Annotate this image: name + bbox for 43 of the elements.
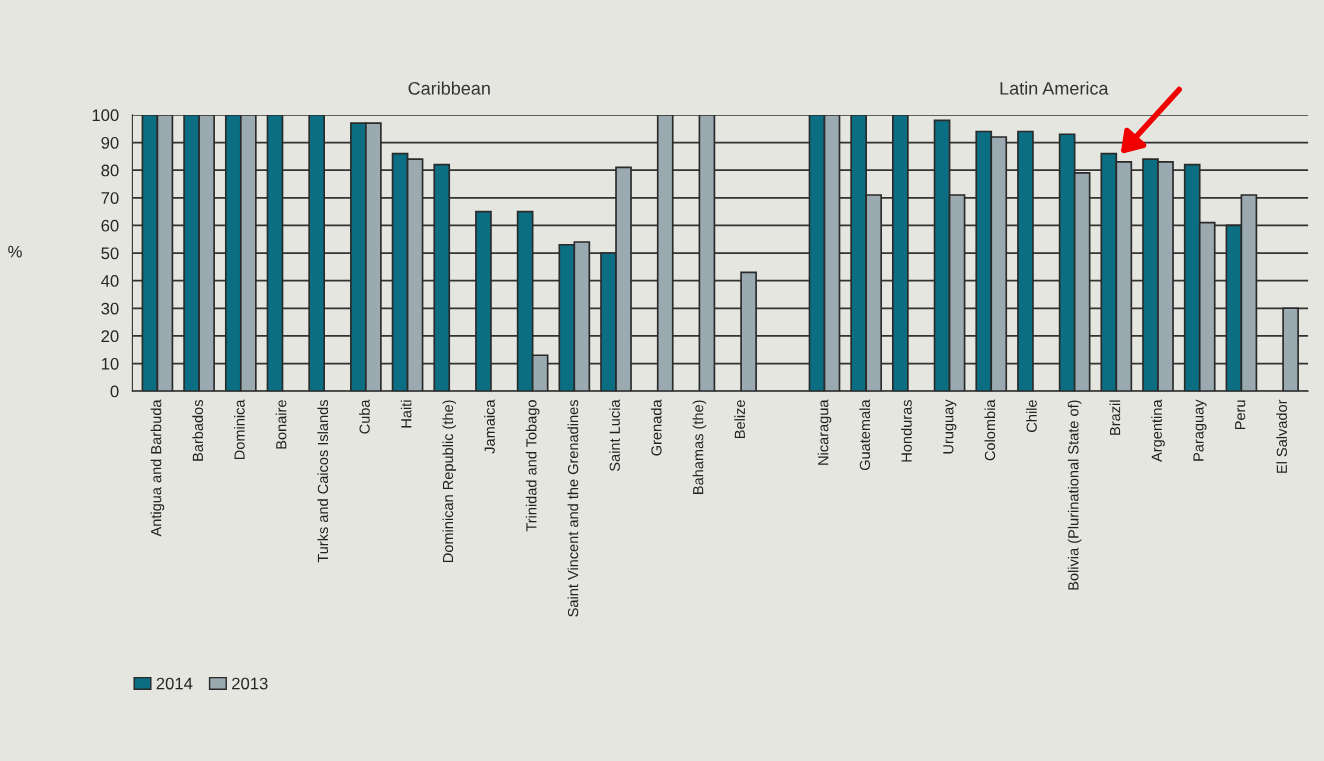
y-tick-label: 50	[101, 247, 119, 260]
y-tick-label: 80	[101, 164, 119, 177]
x-tick-label: Chile	[1026, 400, 1037, 432]
legend-label: 2014	[156, 677, 193, 690]
y-axis-title: %	[8, 245, 22, 258]
x-tick-label: Bonaire	[275, 400, 287, 449]
x-tick-label: Paraguay	[1193, 399, 1207, 461]
x-tick-label: Colombia	[984, 399, 996, 461]
x-tick-label: Uruguay	[943, 399, 957, 454]
x-tick-label: Dominica	[234, 399, 245, 460]
x-tick-label: Dominican Republic (the)	[442, 400, 457, 563]
x-tick-label: Antigua and Barbuda	[150, 399, 165, 537]
y-tick-label: 90	[101, 136, 119, 149]
y-tick-label: 20	[101, 330, 119, 343]
y-tick-label: 30	[101, 302, 119, 315]
x-tick-label: El Salvador	[1276, 399, 1288, 473]
x-tick-label: Jamaica	[484, 399, 495, 454]
x-tick-label: Nicaragua	[817, 399, 832, 465]
y-tick-label: 60	[101, 219, 119, 232]
x-tick-label: Saint Vincent and the Grenadines	[567, 400, 579, 617]
x-tick-label: Belize	[734, 400, 746, 439]
x-tick-label: Cuba	[359, 399, 370, 434]
x-tick-label: Guatemala	[859, 399, 871, 471]
x-tick-label: Saint Lucia	[609, 399, 620, 471]
y-tick-label: 0	[110, 385, 119, 398]
x-tick-label: Peru	[1235, 400, 1246, 430]
x-tick-label: Bahamas (the)	[692, 400, 707, 494]
y-tick-label: 10	[101, 357, 119, 370]
x-tick-label: Bolivia (Plurinational State of)	[1067, 400, 1082, 590]
legend-label: 2013	[232, 677, 268, 690]
y-tick-label: 40	[101, 275, 119, 287]
x-tick-label: Brazil	[1109, 400, 1121, 435]
x-tick-label: Argentina	[1151, 399, 1165, 462]
x-tick-label: Grenada	[650, 399, 662, 456]
x-tick-label: Turks and Caicos Islands	[317, 400, 329, 563]
x-tick-label: Haiti	[400, 400, 412, 428]
text: Latin America	[1000, 81, 1109, 95]
y-tick-label: 100	[92, 109, 119, 122]
text: Caribbean	[408, 81, 490, 95]
x-tick-label: Honduras	[901, 400, 912, 462]
x-tick-label: Trinidad and Tobago	[525, 400, 540, 532]
y-tick-label: 70	[101, 192, 119, 204]
x-tick-label: Barbados	[192, 400, 204, 461]
